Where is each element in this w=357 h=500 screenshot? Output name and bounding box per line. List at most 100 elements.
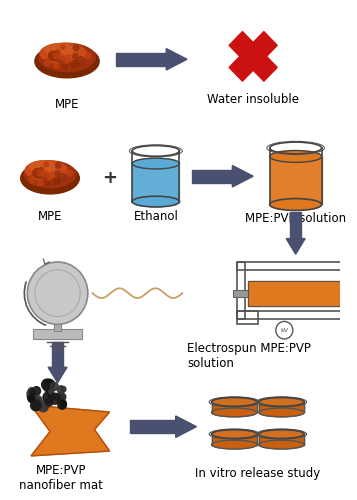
Circle shape	[43, 60, 50, 66]
Circle shape	[46, 172, 54, 180]
Circle shape	[44, 162, 49, 166]
Circle shape	[31, 400, 41, 410]
Bar	[212, 434, 257, 444]
Circle shape	[37, 170, 43, 176]
Circle shape	[38, 401, 48, 411]
Text: MPE:PVP solution: MPE:PVP solution	[245, 212, 346, 226]
Circle shape	[49, 389, 54, 394]
Text: MPE: MPE	[38, 210, 62, 224]
Circle shape	[58, 400, 66, 409]
Circle shape	[60, 400, 66, 406]
Circle shape	[53, 62, 60, 68]
Circle shape	[77, 56, 85, 65]
Circle shape	[28, 176, 34, 182]
Circle shape	[67, 62, 72, 67]
Circle shape	[71, 60, 78, 68]
Circle shape	[48, 392, 53, 397]
Circle shape	[61, 44, 65, 49]
Ellipse shape	[132, 196, 180, 207]
Circle shape	[61, 386, 66, 392]
Circle shape	[37, 179, 44, 186]
Circle shape	[60, 62, 65, 68]
Circle shape	[32, 386, 40, 395]
Ellipse shape	[259, 408, 304, 417]
Circle shape	[58, 54, 64, 60]
Ellipse shape	[36, 58, 97, 71]
Text: Water insoluble: Water insoluble	[207, 94, 299, 106]
Ellipse shape	[212, 430, 257, 438]
Circle shape	[41, 174, 49, 182]
Polygon shape	[229, 32, 277, 81]
Bar	[130, 420, 176, 433]
Ellipse shape	[212, 408, 257, 417]
Ellipse shape	[35, 44, 99, 78]
Text: In vitro release study: In vitro release study	[195, 466, 321, 479]
Circle shape	[64, 56, 71, 64]
Circle shape	[42, 379, 52, 390]
Ellipse shape	[21, 162, 79, 194]
Text: +: +	[102, 169, 117, 187]
Circle shape	[54, 177, 61, 184]
Bar	[237, 262, 245, 318]
Circle shape	[32, 398, 40, 406]
Polygon shape	[286, 238, 305, 254]
Bar	[192, 170, 232, 182]
Polygon shape	[166, 48, 187, 70]
Circle shape	[28, 388, 35, 395]
Polygon shape	[229, 32, 277, 81]
Circle shape	[58, 56, 66, 64]
Ellipse shape	[25, 161, 67, 180]
Text: Electrospun MPE:PVP
solution: Electrospun MPE:PVP solution	[187, 342, 311, 370]
Circle shape	[33, 168, 42, 178]
Circle shape	[28, 395, 35, 402]
Circle shape	[52, 180, 57, 186]
Circle shape	[73, 45, 79, 51]
Circle shape	[30, 390, 35, 395]
Text: kV: kV	[280, 328, 288, 332]
Circle shape	[50, 393, 60, 404]
Circle shape	[73, 54, 78, 59]
Bar	[237, 310, 258, 324]
Circle shape	[41, 170, 47, 176]
Ellipse shape	[259, 430, 304, 438]
Text: Ethanol: Ethanol	[134, 210, 178, 224]
Text: MPE: MPE	[55, 98, 79, 112]
Ellipse shape	[40, 44, 86, 64]
Ellipse shape	[259, 440, 304, 449]
Circle shape	[66, 170, 72, 176]
Circle shape	[33, 402, 41, 410]
Bar	[248, 280, 348, 306]
Polygon shape	[176, 416, 196, 438]
Bar	[233, 290, 248, 296]
Ellipse shape	[270, 150, 322, 162]
Circle shape	[44, 60, 50, 66]
Circle shape	[45, 398, 53, 406]
Circle shape	[55, 393, 64, 402]
Bar	[348, 284, 357, 302]
Circle shape	[49, 52, 57, 60]
Circle shape	[38, 401, 48, 412]
Circle shape	[69, 64, 75, 68]
Ellipse shape	[29, 161, 56, 172]
Circle shape	[27, 262, 88, 324]
Bar	[54, 322, 61, 331]
Polygon shape	[232, 166, 253, 187]
Circle shape	[85, 53, 91, 59]
Bar	[270, 148, 322, 156]
Circle shape	[55, 171, 60, 176]
Bar	[248, 280, 348, 306]
Bar	[290, 212, 301, 238]
Circle shape	[30, 396, 37, 404]
Circle shape	[50, 178, 55, 184]
Bar	[259, 402, 304, 412]
Ellipse shape	[24, 161, 76, 188]
Bar	[270, 156, 322, 204]
Circle shape	[44, 180, 49, 184]
Text: MPE:PVP
nanofiber mat: MPE:PVP nanofiber mat	[19, 464, 103, 491]
Circle shape	[59, 174, 66, 182]
Circle shape	[55, 162, 61, 168]
Circle shape	[57, 386, 65, 394]
Circle shape	[44, 379, 55, 390]
Bar	[237, 262, 357, 270]
Ellipse shape	[39, 44, 95, 72]
